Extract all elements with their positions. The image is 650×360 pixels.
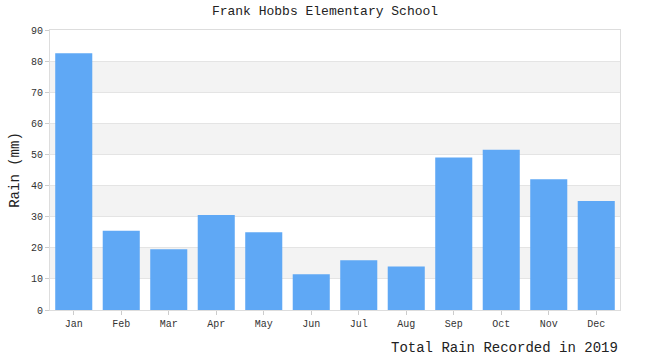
svg-text:90: 90 <box>31 26 43 37</box>
svg-text:Nov: Nov <box>540 319 558 330</box>
svg-text:20: 20 <box>31 243 43 254</box>
svg-text:60: 60 <box>31 119 43 130</box>
svg-text:Mar: Mar <box>160 319 178 330</box>
svg-text:Frank Hobbs Elementary School: Frank Hobbs Elementary School <box>212 4 438 19</box>
svg-text:30: 30 <box>31 212 43 223</box>
svg-text:40: 40 <box>31 181 43 192</box>
svg-text:Feb: Feb <box>112 319 130 330</box>
svg-text:Jun: Jun <box>302 319 320 330</box>
svg-text:10: 10 <box>31 274 43 285</box>
svg-text:Apr: Apr <box>207 319 225 330</box>
svg-text:0: 0 <box>37 306 43 317</box>
svg-text:70: 70 <box>31 88 43 99</box>
svg-text:50: 50 <box>31 150 43 161</box>
svg-text:Aug: Aug <box>397 319 415 330</box>
svg-text:Jul: Jul <box>350 319 368 330</box>
svg-text:Oct: Oct <box>492 319 510 330</box>
svg-text:May: May <box>255 319 273 330</box>
svg-text:Rain (mm): Rain (mm) <box>7 132 23 208</box>
svg-text:Jan: Jan <box>65 319 83 330</box>
svg-text:Dec: Dec <box>587 319 605 330</box>
svg-text:Total Rain Recorded in 2019: Total Rain Recorded in 2019 <box>391 340 618 356</box>
svg-text:Sep: Sep <box>445 319 463 330</box>
svg-text:80: 80 <box>31 57 43 68</box>
